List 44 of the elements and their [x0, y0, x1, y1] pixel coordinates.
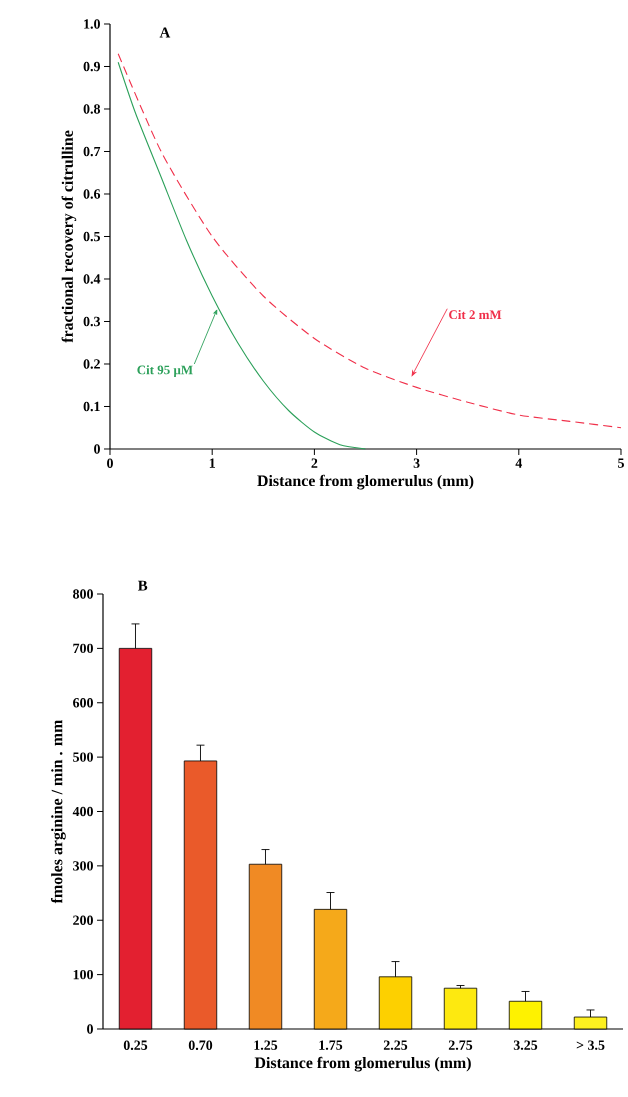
x-tick-label: > 3.5	[576, 1040, 605, 1050]
x-tick-label: 3.25	[513, 1040, 538, 1050]
text: Cit 2 mM	[449, 309, 502, 320]
y-tick-label: 0.7	[83, 146, 101, 157]
x-tick-label: 1.75	[319, 1040, 343, 1050]
y-tick-label: 100	[73, 969, 94, 980]
y-tick-label: 600	[73, 698, 94, 708]
y-tick-label: 1.0	[84, 19, 101, 29]
x-tick-label: 0.70	[188, 1040, 213, 1050]
line-series	[117, 53, 622, 429]
x-tick-label: 4	[515, 458, 523, 468]
x-axis-title: Distance from glomerulus (mm)	[257, 474, 474, 490]
x-tick-label: 0	[107, 458, 114, 468]
x-tick-label: 2	[311, 458, 318, 468]
y-tick-label: 0.3	[83, 316, 101, 327]
chart-title: B	[138, 580, 148, 591]
x-tick-label: 5	[618, 458, 625, 468]
y-tick-label: 0.2	[83, 359, 100, 369]
y-tick-label: 200	[73, 915, 94, 925]
x-tick-label: 0.25	[123, 1040, 148, 1050]
x-tick-label: 1	[209, 458, 216, 468]
y-axis-title: fmoles arginine / min . mm	[51, 719, 66, 904]
y-tick-label: 0.1	[83, 401, 100, 412]
x-tick-label: 2.25	[383, 1040, 408, 1050]
y-tick-label: 0	[87, 1024, 94, 1034]
line-series	[117, 61, 367, 450]
y-tick-label: 0.9	[83, 61, 101, 72]
y-tick-label: 500	[73, 752, 94, 762]
text: Cit 95 µM	[137, 365, 193, 377]
chart-title: A	[159, 27, 171, 38]
y-tick-label: 0.6	[83, 189, 101, 199]
y-tick-label: 0.5	[83, 231, 101, 242]
y-tick-label: 300	[73, 861, 94, 871]
y-tick-label: 400	[72, 806, 94, 817]
x-tick-label: 2.75	[448, 1040, 473, 1050]
y-tick-label: 800	[73, 589, 94, 599]
y-axis-title: fractional recovery of citrulline	[61, 130, 77, 343]
x-tick-label: 1.25	[254, 1040, 278, 1050]
y-tick-label: 0.4	[83, 274, 101, 284]
y-tick-label: 0	[94, 444, 101, 454]
y-tick-label: 700	[73, 643, 94, 654]
x-axis-title: Distance from glomerulus (mm)	[254, 1056, 471, 1072]
y-tick-label: 0.8	[83, 104, 101, 114]
x-tick-label: 3	[413, 458, 420, 468]
